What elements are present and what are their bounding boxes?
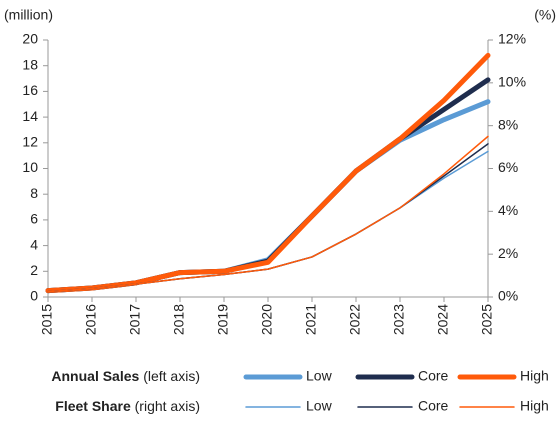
legend-group-note: (left axis) <box>143 368 200 384</box>
legend-label: Core <box>418 368 449 384</box>
legend-group-title: Annual Sales <box>51 368 139 384</box>
y2-tick-label: 6% <box>498 159 518 175</box>
y-tick-label: 4 <box>30 236 38 252</box>
legend-label: High <box>520 398 549 414</box>
y2-axis-label: (%) <box>534 7 556 23</box>
x-tick-label: 2017 <box>127 304 143 335</box>
y2-tick-label: 0% <box>498 288 518 304</box>
x-tick-label: 2015 <box>39 304 55 335</box>
y2-tick-label: 10% <box>498 74 526 90</box>
x-tick-label: 2021 <box>303 304 319 335</box>
x-tick-label: 2023 <box>391 304 407 335</box>
y-tick-label: 8 <box>30 185 38 201</box>
y-tick-label: 6 <box>30 211 38 227</box>
y-tick-label: 12 <box>22 134 38 150</box>
legend-group-title: Fleet Share <box>55 398 131 414</box>
series-line <box>47 135 489 293</box>
y-tick-label: 20 <box>22 31 38 47</box>
y2-tick-label: 4% <box>498 202 518 218</box>
x-tick-label: 2016 <box>83 304 99 335</box>
legend-label: Low <box>306 398 333 414</box>
x-tick-label: 2018 <box>171 304 187 335</box>
y-tick-label: 16 <box>22 82 38 98</box>
legend-group-note: (right axis) <box>135 398 200 414</box>
x-tick-label: 2025 <box>479 304 495 335</box>
legend-group: Annual Sales (left axis) <box>51 368 200 384</box>
x-tick-label: 2022 <box>347 304 363 335</box>
x-tick-label: 2020 <box>259 304 275 335</box>
x-tick-label: 2019 <box>215 304 231 335</box>
legend-label: Low <box>306 368 333 384</box>
series-line <box>47 150 489 293</box>
y-tick-label: 2 <box>30 262 38 278</box>
y2-tick-label: 2% <box>498 245 518 261</box>
legend-label: High <box>520 368 549 384</box>
y-tick-label: 14 <box>22 108 38 124</box>
y-tick-label: 18 <box>22 56 38 72</box>
y-tick-label: 10 <box>22 159 38 175</box>
series-line <box>45 52 491 294</box>
y2-tick-label: 8% <box>498 116 518 132</box>
y2-tick-label: 12% <box>498 31 526 47</box>
y-tick-label: 0 <box>30 288 38 304</box>
legend-group: Fleet Share (right axis) <box>55 398 200 414</box>
legend-label: Core <box>418 398 449 414</box>
y-axis-label: (million) <box>4 7 53 23</box>
x-tick-label: 2024 <box>435 304 451 335</box>
